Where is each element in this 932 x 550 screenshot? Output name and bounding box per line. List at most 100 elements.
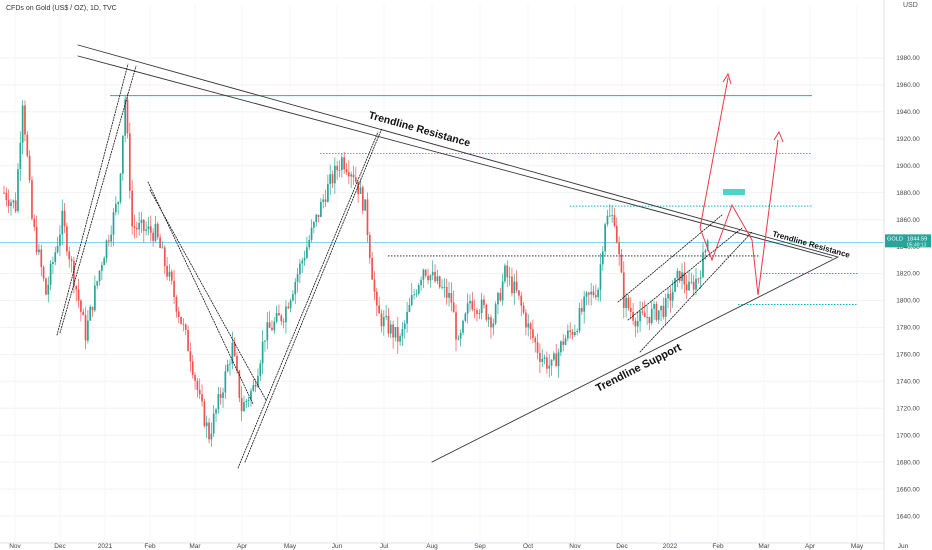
time-tick-18: May xyxy=(851,543,864,550)
dotted-channel-decline-a xyxy=(147,181,254,405)
candle-body-155 xyxy=(364,199,366,211)
candle-body-188 xyxy=(441,287,443,288)
price-tick-1700: 1700.00 xyxy=(896,432,920,439)
candle-body-49 xyxy=(117,202,120,204)
candle-body-69 xyxy=(163,247,166,266)
candle-body-65 xyxy=(154,223,157,241)
projection-arrowhead-lower xyxy=(773,130,784,143)
candle-body-103 xyxy=(243,402,245,412)
candle-body-101 xyxy=(238,370,241,398)
candle-body-177 xyxy=(415,293,418,295)
candle-body-124 xyxy=(292,294,294,301)
candle-body-237 xyxy=(555,353,558,367)
candle-body-233 xyxy=(546,357,548,369)
candle-body-228 xyxy=(534,338,537,343)
candle-body-80 xyxy=(189,351,192,362)
time-tick-16: Mar xyxy=(758,543,770,550)
currency-label: USD xyxy=(903,2,918,9)
candle-body-213 xyxy=(499,292,502,301)
candle-body-202 xyxy=(473,309,476,311)
dotted-channel-decline-b xyxy=(149,189,267,401)
candle-body-197 xyxy=(462,320,464,333)
candle-body-120 xyxy=(282,321,285,323)
time-tick-17: Apr xyxy=(805,543,816,550)
candle-body-275 xyxy=(643,312,646,318)
candle-body-269 xyxy=(629,307,632,312)
candle-body-281 xyxy=(657,310,660,320)
candle-body-173 xyxy=(406,311,408,324)
candle-body-61 xyxy=(145,229,147,231)
time-tick-9: Aug xyxy=(426,543,438,550)
candle-body-8 xyxy=(21,105,24,143)
candle-body-114 xyxy=(268,322,271,328)
candle-body-70 xyxy=(166,265,168,277)
candle-body-123 xyxy=(289,300,292,309)
candle-body-154 xyxy=(361,187,364,211)
candle-body-87 xyxy=(205,422,208,427)
candle-body-165 xyxy=(387,315,390,334)
candle-body-250 xyxy=(585,292,588,297)
candle-body-147 xyxy=(345,169,348,173)
candle-body-211 xyxy=(494,304,497,324)
time-tick-3: Feb xyxy=(144,543,156,550)
candle-body-195 xyxy=(457,338,460,340)
candle-body-179 xyxy=(420,279,422,286)
candle-body-190 xyxy=(445,286,448,298)
candle-body-112 xyxy=(264,340,266,342)
candle-body-183 xyxy=(429,275,432,281)
time-tick-10: Sep xyxy=(474,543,486,550)
candle-body-48 xyxy=(114,203,117,213)
time-tick-15: Feb xyxy=(712,543,724,550)
candle-body-117 xyxy=(275,313,278,322)
candle-body-229 xyxy=(536,342,539,353)
candle-body-131 xyxy=(308,239,311,248)
projection-arrowhead-upper xyxy=(722,72,732,85)
candle-body-242 xyxy=(567,330,569,339)
candle-body-105 xyxy=(247,399,250,401)
candle-body-243 xyxy=(569,330,572,332)
candle-body-205 xyxy=(480,299,483,314)
target-box xyxy=(723,189,745,195)
candle-body-128 xyxy=(301,260,304,264)
candle-body-67 xyxy=(159,237,161,248)
candle-body-72 xyxy=(170,271,173,281)
chart-grid xyxy=(0,4,904,543)
candle-body-208 xyxy=(487,317,490,320)
candle-body-133 xyxy=(313,222,315,228)
candle-body-9 xyxy=(24,105,26,135)
candle-body-116 xyxy=(273,321,276,331)
trendline-resistance-lower xyxy=(77,55,833,259)
candle-body-100 xyxy=(236,355,238,371)
candle-body-25 xyxy=(61,210,64,235)
candle-body-178 xyxy=(417,285,420,294)
candle-body-246 xyxy=(576,330,579,332)
candle-body-206 xyxy=(483,299,485,305)
candle-body-247 xyxy=(578,307,581,331)
candle-body-44 xyxy=(105,240,108,259)
candle-body-236 xyxy=(553,353,555,360)
candle-body-284 xyxy=(664,298,667,317)
candle-body-137 xyxy=(322,199,325,202)
candle-body-39 xyxy=(94,285,96,311)
candle-body-130 xyxy=(306,247,308,258)
projection-path xyxy=(699,139,779,296)
candle-body-63 xyxy=(149,226,152,233)
candle-body-218 xyxy=(511,276,513,294)
candle-body-132 xyxy=(310,227,313,240)
candle-body-118 xyxy=(278,313,280,316)
candle-body-298 xyxy=(697,278,700,280)
candle-body-7 xyxy=(19,142,22,170)
candle-body-300 xyxy=(702,252,704,278)
candle-body-292 xyxy=(683,272,686,285)
candle-body-277 xyxy=(648,316,651,324)
candle-body-88 xyxy=(208,422,210,440)
candle-body-59 xyxy=(140,219,143,223)
candle-body-2 xyxy=(7,200,10,206)
candle-body-24 xyxy=(59,234,61,246)
candle-body-288 xyxy=(674,278,676,292)
candle-body-146 xyxy=(343,157,346,170)
candle-body-27 xyxy=(66,226,68,252)
candle-body-94 xyxy=(222,392,224,398)
